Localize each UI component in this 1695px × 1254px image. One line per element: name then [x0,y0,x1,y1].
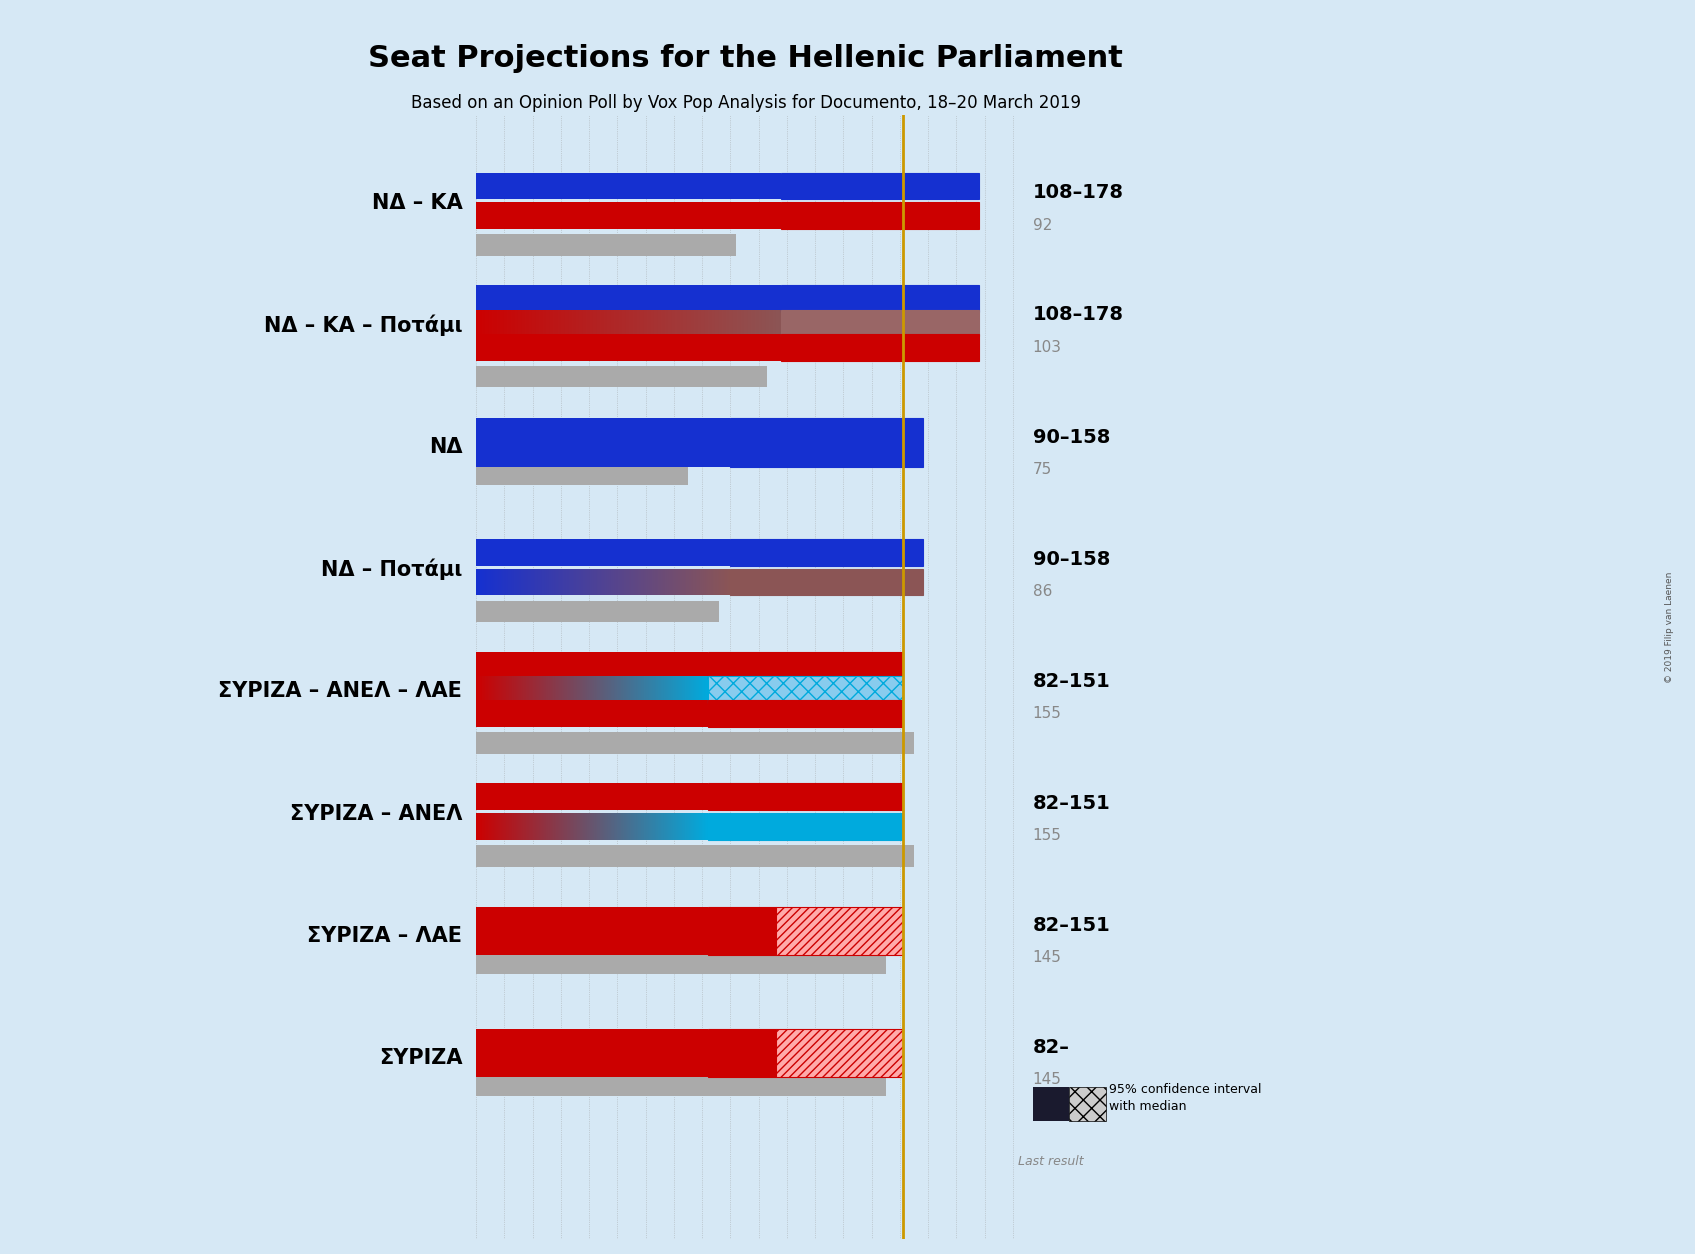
Bar [476,953,886,974]
Text: 95% confidence interval
with median: 95% confidence interval with median [1109,1083,1261,1114]
Text: Based on an Opinion Poll by Vox Pop Analysis for Documento, 18–20 March 2019: Based on an Opinion Poll by Vox Pop Anal… [410,94,1081,112]
Text: 82–: 82– [1032,1038,1070,1057]
Text: 92: 92 [1032,217,1053,232]
Bar [476,1030,709,1077]
Bar [781,286,980,312]
Bar [776,907,903,956]
Bar [709,700,903,727]
Bar [476,539,731,566]
Bar [709,907,776,956]
Bar [476,334,781,361]
Bar [476,202,781,229]
Bar [731,539,922,566]
Bar [476,652,709,678]
Bar [731,419,922,466]
Bar [476,907,709,956]
Bar [476,732,914,754]
Bar [476,286,781,312]
Text: 155: 155 [1032,828,1061,843]
Text: 108–178: 108–178 [1032,306,1124,325]
Text: 108–178: 108–178 [1032,183,1124,202]
Text: 75: 75 [1032,461,1053,477]
Bar [476,700,709,727]
Bar [709,813,903,840]
Bar [781,310,980,336]
Bar [1032,1087,1070,1121]
Text: 86: 86 [1032,584,1053,599]
Text: Last result: Last result [1019,1155,1083,1169]
Bar [476,845,914,867]
Bar [709,652,903,678]
Bar [476,601,719,622]
Bar [476,173,781,199]
Text: 82–151: 82–151 [1032,794,1110,813]
Text: 145: 145 [1032,1072,1061,1087]
Bar [709,1030,776,1077]
Text: 90–158: 90–158 [1032,428,1110,446]
Bar [781,334,980,361]
Bar [709,784,903,810]
Bar [476,464,688,485]
Bar [476,366,768,387]
Bar [709,676,903,702]
Text: 155: 155 [1032,706,1061,721]
Bar [476,234,736,256]
Bar [476,784,709,810]
Text: 145: 145 [1032,951,1061,966]
Bar [781,173,980,199]
Bar [776,1030,903,1077]
Bar [781,202,980,229]
Bar [731,568,922,596]
Bar [476,419,731,466]
Text: 82–151: 82–151 [1032,672,1110,691]
Text: Seat Projections for the Hellenic Parliament: Seat Projections for the Hellenic Parlia… [368,44,1124,73]
Text: 82–151: 82–151 [1032,917,1110,935]
Text: 103: 103 [1032,340,1061,355]
Text: © 2019 Filip van Laenen: © 2019 Filip van Laenen [1664,572,1675,682]
Bar [476,1075,886,1096]
Text: 90–158: 90–158 [1032,549,1110,568]
Bar [1070,1087,1107,1121]
